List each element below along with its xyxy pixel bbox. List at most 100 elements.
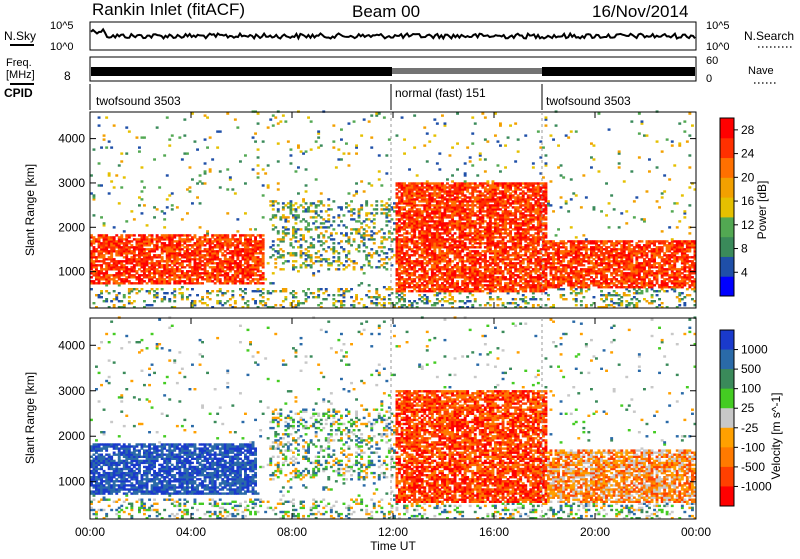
power-cell xyxy=(527,194,530,196)
power-cell xyxy=(514,274,517,276)
power-cell xyxy=(277,230,280,232)
power-cell xyxy=(375,302,378,304)
power-cell xyxy=(224,250,227,252)
power-cell xyxy=(370,136,373,138)
power-cell xyxy=(426,220,429,222)
power-cell xyxy=(363,304,366,306)
power-cell xyxy=(295,260,298,262)
power-cell xyxy=(348,122,351,124)
power-cell xyxy=(277,256,280,258)
power-cell xyxy=(337,224,340,226)
power-cell xyxy=(236,126,239,128)
power-cell xyxy=(403,294,406,296)
power-cell xyxy=(183,266,186,268)
power-cell xyxy=(527,214,530,216)
power-cell xyxy=(431,232,434,234)
power-cell xyxy=(449,228,452,230)
power-cell xyxy=(423,186,426,188)
power-cell xyxy=(262,288,265,290)
power-cell xyxy=(115,280,118,282)
power-cell xyxy=(398,196,401,198)
power-cell xyxy=(305,248,308,250)
nave-label: Nave xyxy=(748,65,774,77)
power-cell xyxy=(287,216,290,218)
power-cell xyxy=(449,268,452,270)
power-cell xyxy=(393,228,396,230)
power-cell xyxy=(287,202,290,204)
power-cell xyxy=(277,238,280,240)
power-cell xyxy=(380,184,383,186)
power-cell xyxy=(244,154,247,156)
power-cell xyxy=(199,236,202,238)
power-cell xyxy=(178,136,181,138)
power-cell xyxy=(512,212,515,214)
power-cell xyxy=(464,242,467,244)
power-cell xyxy=(370,266,373,268)
power-cell xyxy=(461,216,464,218)
power-cell xyxy=(406,278,409,280)
power-cell xyxy=(355,294,358,296)
power-cell xyxy=(368,120,371,122)
noise-search-label: N.Search xyxy=(744,29,794,43)
power-cell xyxy=(189,294,192,296)
power-cell xyxy=(444,296,447,298)
power-cell xyxy=(317,288,320,290)
power-cell xyxy=(454,182,457,184)
power-cell xyxy=(411,290,414,292)
power-cell xyxy=(396,268,399,270)
power-cell xyxy=(335,166,338,168)
power-cell xyxy=(130,288,133,290)
power-cell xyxy=(406,230,409,232)
power-cell xyxy=(449,236,452,238)
power-cell xyxy=(272,208,275,210)
power-cell xyxy=(168,298,171,300)
power-cell xyxy=(287,140,290,142)
power-cell xyxy=(461,288,464,290)
power-cell xyxy=(479,152,482,154)
power-cell xyxy=(469,238,472,240)
power-cell xyxy=(130,240,133,242)
power-cell xyxy=(489,184,492,186)
power-cell xyxy=(509,302,512,304)
power-cell xyxy=(512,206,515,208)
power-cell xyxy=(300,150,303,152)
power-cell xyxy=(322,292,325,294)
power-cell xyxy=(401,244,404,246)
power-cell xyxy=(446,300,449,302)
power-cell xyxy=(421,282,424,284)
power-cell xyxy=(287,220,290,222)
power-cell xyxy=(507,240,510,242)
power-cell xyxy=(103,300,106,302)
power-cell xyxy=(186,296,189,298)
power-cell xyxy=(290,292,293,294)
power-cell xyxy=(252,240,255,242)
power-cell xyxy=(449,258,452,260)
power-cell xyxy=(146,304,149,306)
power-cell xyxy=(163,234,166,236)
power-cell xyxy=(497,276,500,278)
power-cell xyxy=(383,252,386,254)
power-cell xyxy=(499,228,502,230)
power-cell xyxy=(363,272,366,274)
power-cell xyxy=(93,246,96,248)
power-cell xyxy=(143,248,146,250)
power-cell xyxy=(363,264,366,266)
power-cell xyxy=(385,224,388,226)
power-cell xyxy=(527,242,530,244)
power-cell xyxy=(310,210,313,212)
power-cell xyxy=(512,262,515,264)
power-cell xyxy=(322,222,325,224)
power-cell xyxy=(267,298,270,300)
power-cell xyxy=(413,218,416,220)
power-cell xyxy=(277,250,280,252)
power-cell xyxy=(181,292,184,294)
power-cell xyxy=(320,240,323,242)
power-cell xyxy=(219,170,222,172)
power-cell xyxy=(229,256,232,258)
power-cell xyxy=(204,114,207,116)
power-cell xyxy=(481,266,484,268)
power-cell xyxy=(471,164,474,166)
power-cell xyxy=(123,264,126,266)
power-cell xyxy=(459,250,462,252)
power-cell xyxy=(471,236,474,238)
